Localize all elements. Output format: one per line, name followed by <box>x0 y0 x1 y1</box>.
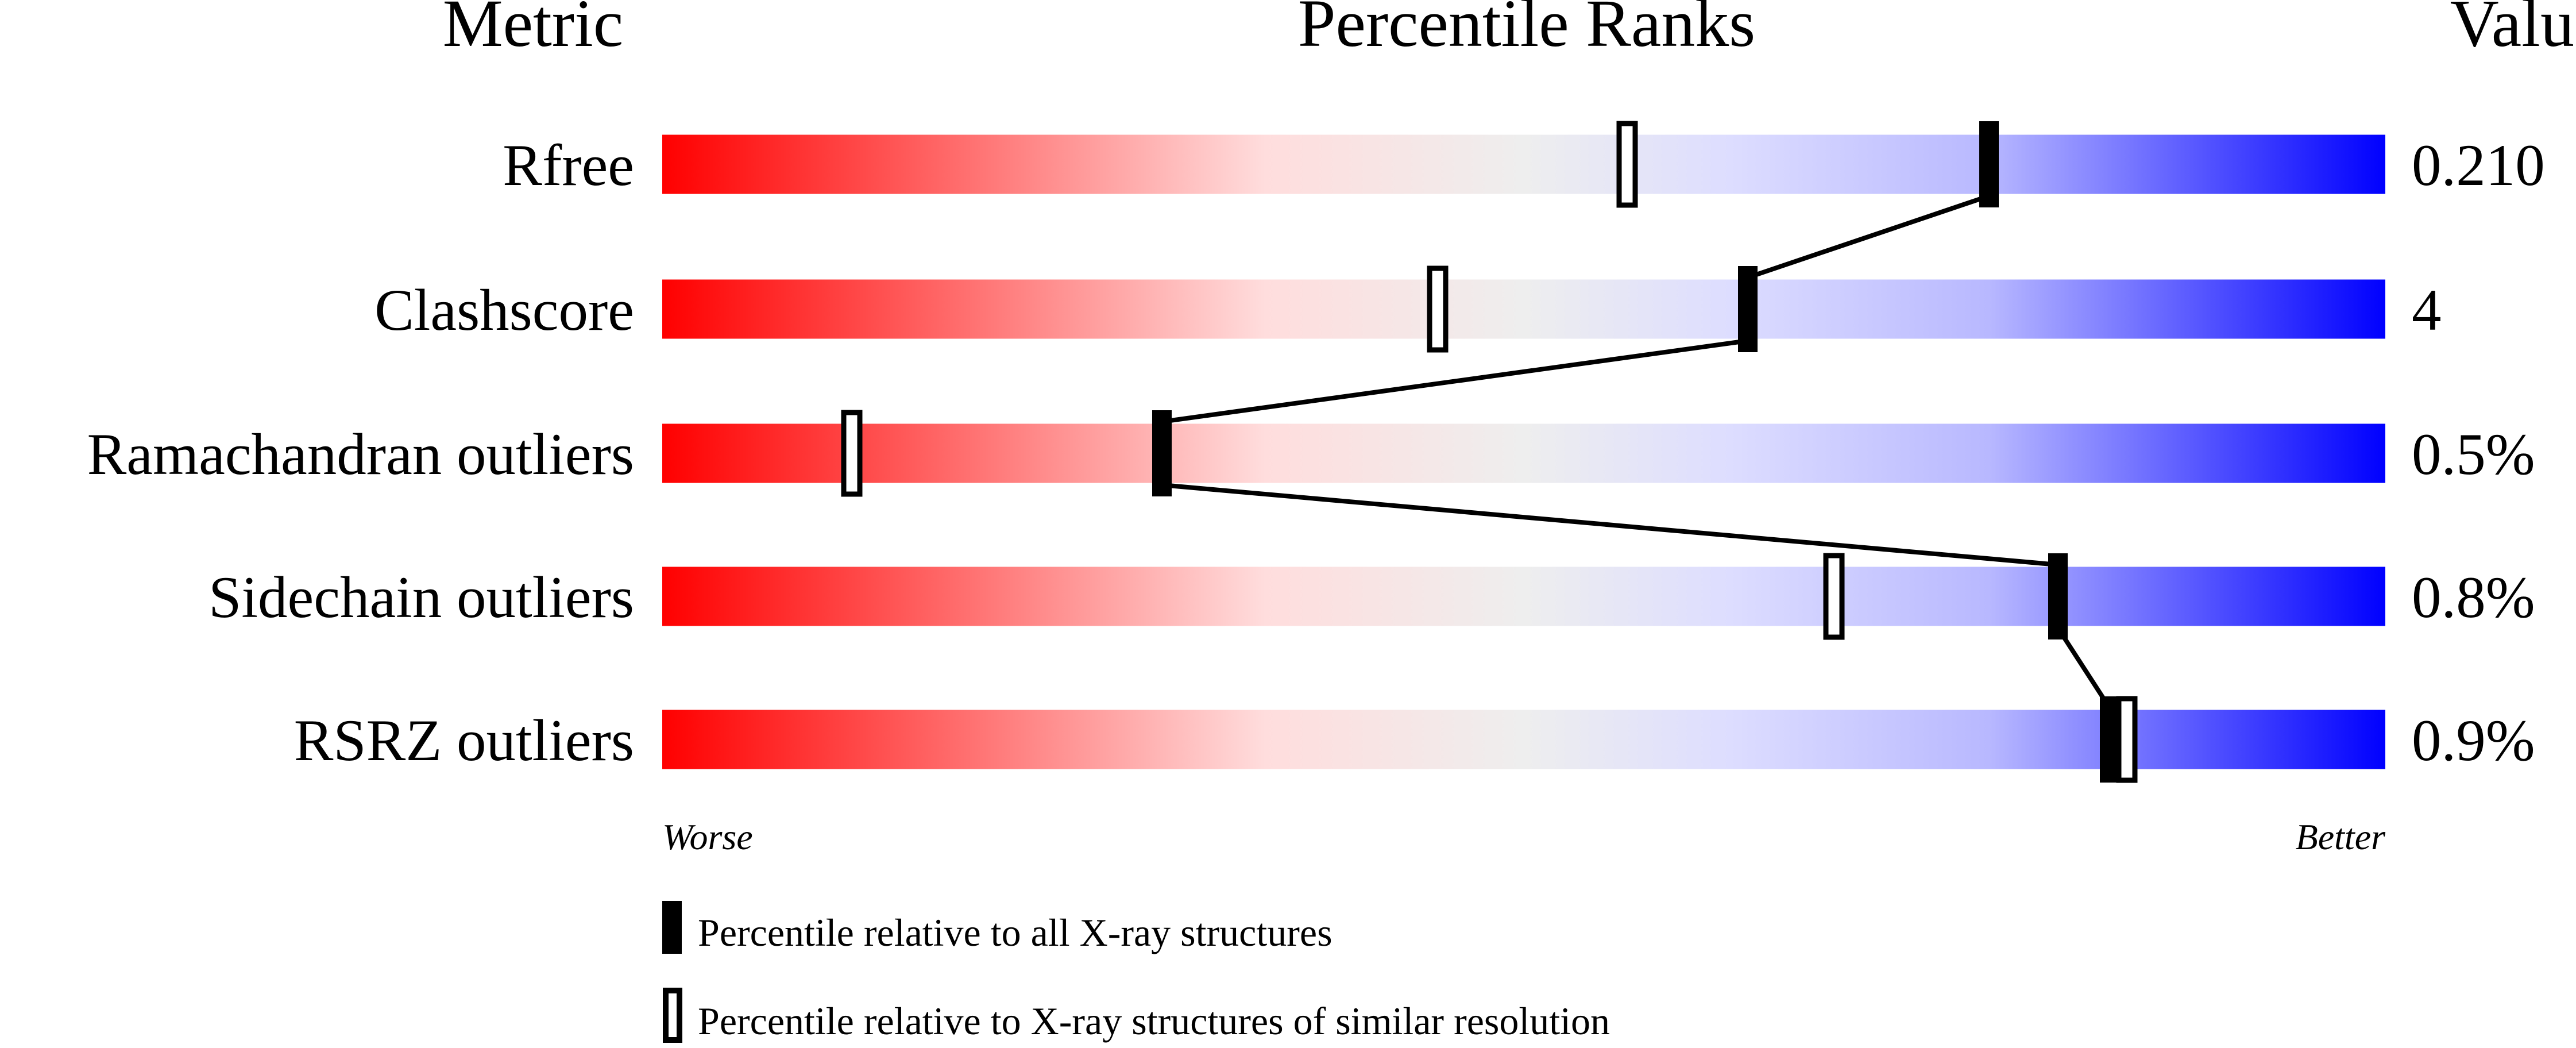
marker-all-structures <box>2048 553 2068 639</box>
connector-line <box>1161 338 1748 424</box>
marker-all-structures <box>2100 696 2119 783</box>
metric-value: 0.8% <box>2412 565 2535 630</box>
marker-similar-resolution <box>841 410 863 497</box>
metric-value: 0.5% <box>2412 422 2535 487</box>
connector-line <box>1161 483 2059 567</box>
legend-open-label: Percentile relative to X-ray structures … <box>698 999 1610 1043</box>
marker-similar-resolution <box>1616 121 1638 208</box>
percentile-bar <box>662 423 2385 483</box>
legend-filled-label: Percentile relative to all X-ray structu… <box>698 911 1333 954</box>
percentile-bar <box>662 279 2385 339</box>
header-metric: Metric <box>443 0 624 61</box>
legend-open-marker-icon <box>663 988 682 1043</box>
legend-filled-marker-icon <box>662 901 682 954</box>
better-label: Better <box>2296 816 2386 857</box>
percentile-bar <box>662 567 2385 626</box>
marker-similar-resolution <box>2116 696 2138 783</box>
metric-value: 0.9% <box>2412 708 2535 773</box>
header-value: Value <box>2450 0 2576 61</box>
metric-label: Rfree <box>503 133 634 198</box>
percentile-bar <box>662 710 2385 769</box>
percentile-bar <box>662 134 2385 194</box>
metric-label: Clashscore <box>374 278 634 343</box>
metric-value: 0.210 <box>2412 133 2545 198</box>
marker-all-structures <box>1152 410 1172 496</box>
worse-label: Worse <box>662 816 753 857</box>
metric-label: RSRZ outliers <box>294 708 634 773</box>
marker-all-structures <box>1738 266 1758 352</box>
metric-label: Sidechain outliers <box>208 565 634 630</box>
header-percentile-ranks: Percentile Ranks <box>1298 0 1755 61</box>
metric-label: Ramachandran outliers <box>87 422 634 487</box>
metric-value: 4 <box>2412 278 2442 343</box>
marker-all-structures <box>1979 121 1999 207</box>
connector-line <box>1747 194 1990 280</box>
connector-line <box>2056 626 2112 710</box>
marker-similar-resolution <box>1823 553 1845 640</box>
marker-similar-resolution <box>1427 265 1449 353</box>
